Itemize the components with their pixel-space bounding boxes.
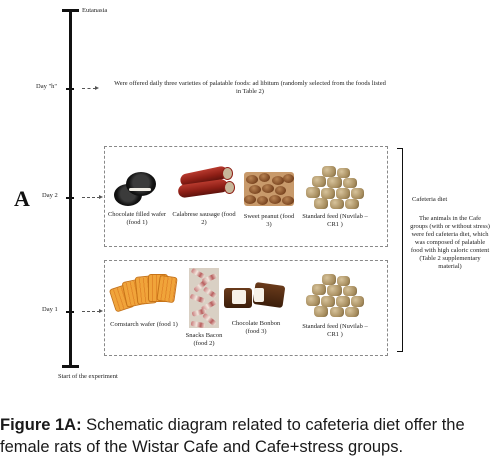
day2-food1-label: Chocolate filled wafer (food 1) [107,211,167,226]
standard-feed-image-day1 [304,274,366,318]
calabrese-sausage-image [177,165,235,202]
timeline-top-label: Eutanasia [82,7,108,14]
cafeteria-bracket [397,148,403,352]
timeline-bottom-tick [62,365,79,368]
day-h-tick [66,88,74,90]
standard-feed-image-day2 [304,166,366,210]
day2-food4-label: Standard feed (Nuvilab – CR1 ) [302,213,368,228]
panel-letter: A [14,186,30,211]
day2-food2-label: Calabrese sausage (food 2) [172,211,236,226]
day2-arrow [82,195,103,199]
day-h-label: Day "h" [36,83,58,90]
day2-tick [66,197,74,199]
cornstarch-wafer-image [108,272,178,313]
day2-label: Day 2 [42,192,58,199]
day2-food-box [104,146,388,247]
chocolate-wafer-image [114,170,158,206]
sweet-peanut-image [244,172,294,206]
offer-note: Were offered daily three varieties of pa… [114,80,386,95]
day1-food3-label: Chocolate Bonbon (food 3) [231,320,281,335]
cafeteria-description: The animals in the Cafe groups (with or … [410,215,490,270]
day1-food2-label: Snacks Bacon (food 2) [185,332,223,347]
day1-arrow [82,309,103,313]
day-h-arrow [82,86,99,90]
day1-food-box [104,260,388,356]
caption-text: Schematic diagram related to cafeteria d… [0,416,465,456]
day1-label: Day 1 [42,306,58,313]
bacon-snacks-image [189,268,219,328]
timeline-top-tick [62,9,79,12]
day1-tick [66,311,74,313]
figure-caption: Figure 1A: Schematic diagram related to … [0,414,496,458]
caption-prefix: Figure 1A: [0,416,82,434]
day1-food1-label: Cornstarch wafer (food 1) [110,321,178,328]
timeline-bottom-label: Start of the experiment [58,373,118,380]
day1-food4-label: Standard feed (Nuvilab – CR1 ) [302,323,368,338]
cafeteria-title: Cafeteria diet [412,196,448,203]
day2-food3-label: Sweet peanut (food 3) [243,213,295,228]
chocolate-bonbon-image [224,282,288,312]
timeline-axis [69,10,72,366]
